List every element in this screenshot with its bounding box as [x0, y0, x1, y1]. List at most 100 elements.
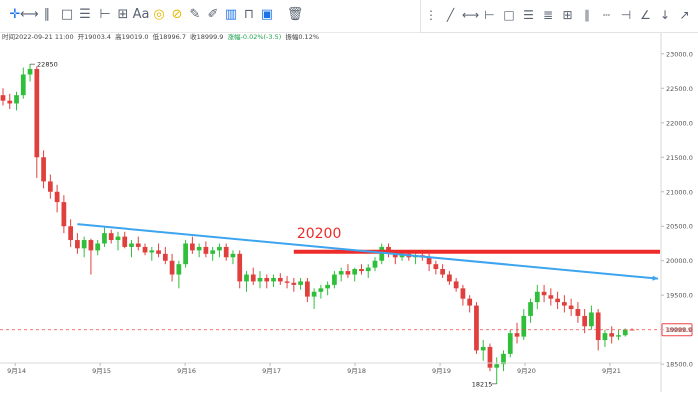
candle-body [115, 236, 121, 241]
candle-body [379, 246, 385, 261]
candle-body [480, 346, 486, 351]
ohlc-open: 开19003.4 [77, 33, 112, 41]
ohlc-amplitude: 振幅0.12% [285, 33, 320, 41]
price-tick-label: 20000.0 [666, 257, 693, 265]
trend-line[interactable] [77, 223, 659, 280]
candle-body [616, 335, 621, 337]
crosshair-icon[interactable]: ✛ [9, 7, 21, 22]
ray-icon[interactable]: ⊣ [620, 8, 632, 22]
pencil-icon[interactable]: ✎ [189, 7, 201, 22]
candle-body [359, 269, 364, 272]
candle-body [237, 253, 243, 282]
candle-body [284, 281, 290, 283]
candle-body [20, 74, 26, 96]
horizontal-ray-icon[interactable]: ⊢ [484, 8, 495, 22]
price-tick-label: 22500.0 [666, 85, 693, 93]
candle-body [162, 253, 168, 261]
candle-body [352, 269, 358, 275]
add-box-icon[interactable]: ⊞ [117, 7, 129, 22]
extend-line-icon[interactable]: ↗ [679, 8, 690, 22]
time-tick-label: 9月16 [177, 367, 196, 375]
candle-body [142, 246, 148, 253]
price-tick-label: 23000.0 [666, 50, 693, 58]
candle-body [447, 274, 452, 282]
price-range-icon[interactable]: ⊞ [562, 8, 573, 22]
candle-body [108, 233, 114, 241]
angle-icon[interactable]: ∠ [640, 8, 651, 22]
price-tick-label: 22000.0 [666, 119, 693, 127]
candle-body [196, 246, 202, 251]
candle-body [568, 305, 574, 310]
candle-body [156, 250, 161, 254]
candle-body [528, 302, 533, 316]
horizontal-line-icon[interactable]: ⟷ [20, 7, 39, 22]
candle-body [81, 240, 87, 249]
trend-line-arrowhead [652, 275, 658, 281]
candle-body [548, 295, 554, 299]
candle-body [47, 181, 53, 192]
price-tick-label: 19500.0 [666, 292, 693, 300]
price-tick-label: 21500.0 [666, 154, 693, 162]
price-tick-label: 18500.0 [666, 361, 693, 369]
candle-body [27, 68, 33, 75]
rectangle-icon[interactable]: □ [60, 7, 74, 22]
candle-body [622, 329, 628, 336]
channel-icon[interactable]: ☰ [523, 8, 534, 22]
measure-icon[interactable]: ⊢ [99, 7, 111, 22]
fib-levels-icon[interactable]: ≣ [542, 8, 554, 22]
time-tick-label: 9月14 [7, 367, 26, 375]
price-tick-label: 19000.0 [666, 326, 693, 334]
candle-body [365, 267, 371, 272]
candle-body [102, 233, 107, 244]
lock-icon[interactable]: ⊓ [243, 7, 255, 22]
candle-body [467, 298, 473, 306]
candle-body [345, 271, 351, 275]
parallel-channel-icon[interactable]: ∥ [584, 8, 590, 22]
candle-body [217, 246, 222, 251]
link-icon[interactable]: ⊘ [171, 7, 183, 22]
candle-body [34, 68, 40, 158]
candle-body [609, 333, 615, 337]
horizontal-segment-icon[interactable]: ⟷ [462, 8, 480, 22]
candle-body [514, 333, 520, 337]
candle-body [318, 288, 324, 292]
candle-body [230, 253, 236, 258]
price-tick-label: 20500.0 [666, 223, 693, 231]
candle-body [426, 257, 432, 265]
candle-body [589, 312, 594, 327]
magnet-icon[interactable]: ◎ [153, 7, 165, 22]
candle-body [541, 291, 547, 296]
candle-body [271, 277, 276, 282]
candle-body [54, 191, 60, 203]
delete-icon[interactable]: 🗑 [286, 7, 304, 22]
candle-body [122, 236, 128, 247]
candle-body [129, 243, 134, 247]
trend-line-icon[interactable]: ╱ [446, 8, 455, 22]
candle-body [14, 95, 19, 104]
parallel-lines-icon[interactable]: ∥ [43, 7, 51, 22]
candle-body [244, 274, 249, 282]
candle-body [338, 271, 344, 275]
fibonacci-icon[interactable]: ☰ [79, 7, 91, 22]
candle-body [494, 364, 500, 368]
candle-body [183, 243, 188, 265]
drag-handle-icon: ⋮ [425, 8, 437, 22]
ohlc-time: 时间2022-09-21 11:00 [2, 33, 74, 41]
text-icon[interactable]: Aa [132, 7, 150, 22]
candle-body [487, 346, 493, 368]
brush-icon[interactable]: ✐ [207, 7, 219, 22]
time-tick-label: 9月19 [432, 367, 451, 375]
candle-body [392, 253, 398, 258]
dotted-line-icon[interactable]: ┄ [602, 8, 611, 22]
bars-icon[interactable]: ▥ [224, 7, 238, 22]
rectangle-icon[interactable]: □ [503, 8, 515, 22]
candle-body [61, 202, 67, 227]
visibility-icon[interactable]: ▣ [260, 7, 274, 22]
candle-body [602, 333, 608, 341]
candle-body [555, 298, 560, 303]
ohlc-readout: 时间2022-09-21 11:00 开19003.4 高19019.0 低18… [2, 31, 321, 41]
arrow-down-icon[interactable]: ↓ [659, 8, 671, 22]
candle-body [507, 333, 513, 354]
candles-group [0, 64, 635, 384]
